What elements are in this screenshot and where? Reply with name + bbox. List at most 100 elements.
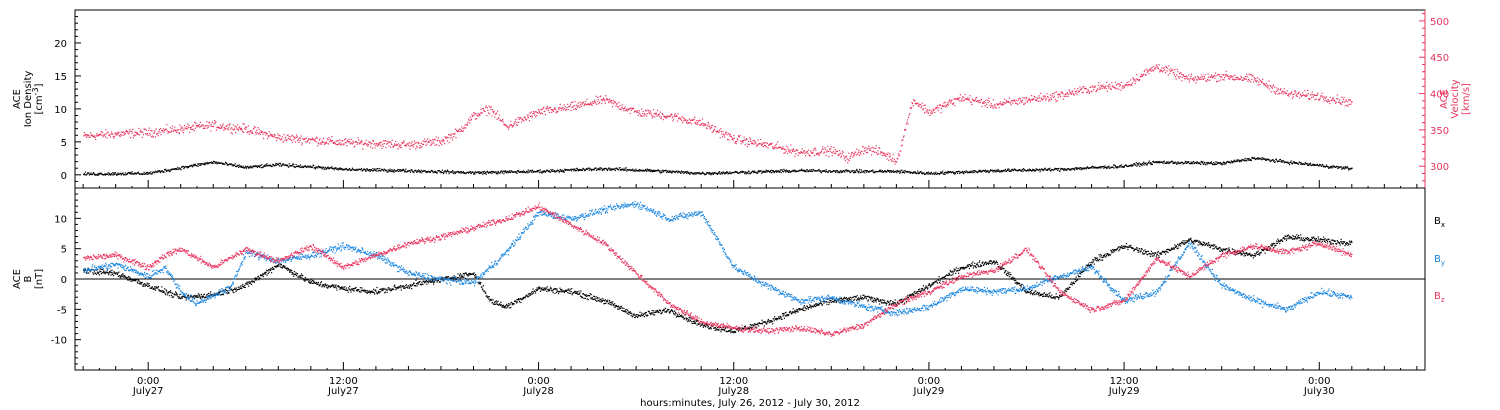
velocity-point — [1148, 72, 1150, 75]
ion-density-point — [929, 173, 931, 175]
velocity-point — [896, 161, 898, 163]
velocity-point — [452, 139, 454, 141]
ion-density-point — [855, 171, 857, 174]
ion-density-point — [1048, 168, 1050, 170]
velocity-point — [1168, 69, 1170, 71]
ion-density-point — [517, 171, 519, 173]
bx-point — [301, 277, 303, 279]
ion-density-point — [1217, 162, 1219, 164]
ion-density-point — [1118, 166, 1120, 168]
ion-density-point — [736, 171, 738, 173]
ion-density-point — [490, 171, 492, 174]
ion-density-point — [519, 171, 521, 173]
velocity-point — [1037, 97, 1039, 99]
ion-density-point — [555, 170, 557, 172]
velocity-point — [569, 103, 572, 105]
velocity-point — [691, 119, 693, 121]
velocity-point — [1065, 95, 1067, 97]
bx-point — [187, 295, 189, 297]
velocity-point — [1320, 95, 1322, 97]
velocity-point — [456, 129, 458, 131]
velocity-point — [212, 126, 215, 128]
velocity-point — [946, 105, 948, 107]
ion-density-point — [958, 171, 960, 173]
ion-density-point — [1222, 161, 1224, 163]
velocity-point — [1005, 100, 1008, 102]
bx-point — [277, 264, 279, 266]
ion-density-point — [846, 171, 848, 173]
bx-point — [171, 294, 173, 296]
ion-density-point — [525, 172, 527, 174]
ion-density-point — [157, 170, 159, 172]
velocity-point — [666, 116, 668, 118]
velocity-point — [942, 104, 944, 106]
velocity-point — [817, 152, 819, 154]
ion-density-point — [665, 169, 667, 171]
bx-point — [268, 269, 270, 271]
ion-density-point — [1112, 166, 1114, 168]
ion-density-point — [250, 165, 252, 167]
velocity-point — [457, 131, 459, 133]
ion-density-point — [633, 169, 635, 171]
bx-point — [171, 292, 174, 294]
bx-point — [243, 286, 245, 288]
velocity-point — [1044, 96, 1046, 98]
bx-point — [232, 289, 234, 292]
velocity-point — [1216, 80, 1218, 82]
ion-density-point — [645, 169, 647, 171]
ion-density-point — [462, 171, 464, 173]
ion-density-point — [474, 171, 476, 173]
velocity-point — [1126, 84, 1128, 86]
velocity-point — [150, 130, 152, 132]
ion-density-point — [802, 170, 804, 172]
velocity-point — [1336, 98, 1338, 100]
velocity-point — [270, 133, 272, 135]
velocity-point — [93, 136, 95, 138]
ion-density-point — [577, 170, 579, 172]
velocity-point — [388, 145, 390, 147]
bx-point — [197, 293, 199, 295]
ion-density-point — [210, 161, 212, 163]
ion-density-point — [247, 166, 249, 168]
bx-point — [281, 267, 283, 269]
ion-density-point — [247, 165, 249, 167]
velocity-point — [435, 136, 437, 138]
bx-point — [244, 285, 246, 287]
velocity-point — [785, 150, 787, 152]
velocity-point — [1213, 76, 1215, 78]
ion-density-point — [445, 170, 447, 172]
velocity-point — [578, 105, 580, 107]
bx-point — [185, 299, 187, 301]
velocity-point — [1280, 92, 1283, 94]
bx-point — [331, 285, 333, 287]
velocity-point — [89, 136, 91, 138]
velocity-point — [944, 101, 946, 103]
velocity-point — [1202, 78, 1204, 80]
bx-point — [291, 273, 293, 275]
bx-point — [217, 292, 219, 294]
velocity-point — [621, 106, 623, 108]
velocity-point — [846, 158, 848, 160]
velocity-point — [335, 144, 338, 146]
bx-point — [308, 281, 310, 283]
ion-density-point — [94, 174, 96, 176]
velocity-point — [363, 143, 365, 145]
ion-density-point — [716, 173, 718, 175]
ion-density-point — [1220, 162, 1222, 164]
velocity-point — [205, 125, 207, 127]
ion-density-point — [1227, 160, 1229, 162]
ion-density-point — [83, 174, 85, 176]
ion-density-point — [901, 171, 903, 174]
velocity-point — [898, 155, 901, 157]
ion-density-point — [84, 171, 86, 173]
velocity-point — [834, 149, 836, 151]
velocity-point — [479, 112, 482, 114]
velocity-point — [403, 140, 405, 142]
ion-density-point — [1032, 169, 1034, 172]
ion-density-point — [840, 171, 842, 174]
velocity-point — [587, 103, 589, 105]
velocity-point — [920, 107, 922, 109]
velocity-point — [1305, 95, 1308, 97]
velocity-point — [431, 144, 433, 146]
ion-density-point — [895, 170, 897, 172]
